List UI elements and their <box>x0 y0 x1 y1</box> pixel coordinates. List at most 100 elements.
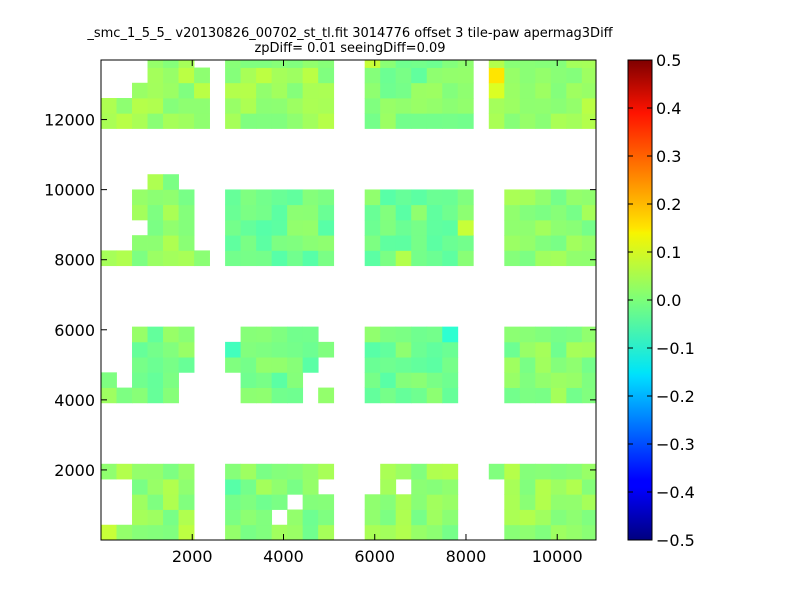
heatmap-cell <box>411 341 428 358</box>
heatmap-cell <box>132 494 148 510</box>
heatmap-cell <box>426 326 443 343</box>
heatmap-cell <box>411 98 428 114</box>
heatmap-cell <box>411 67 428 84</box>
heatmap-cell <box>535 98 552 114</box>
heatmap-cell <box>395 82 412 99</box>
heatmap-cell <box>504 326 521 343</box>
heatmap-cell <box>318 250 335 267</box>
heatmap-cell <box>550 463 567 480</box>
heatmap-cell <box>240 372 257 388</box>
heatmap-cell <box>256 250 273 267</box>
heatmap-cell <box>178 204 195 221</box>
heatmap-cell <box>240 113 257 129</box>
heatmap-cell <box>519 524 536 540</box>
heatmap-cell <box>566 189 583 206</box>
heatmap-cell <box>132 204 148 221</box>
heatmap-cell <box>519 219 536 236</box>
heatmap-cell <box>163 98 179 114</box>
heatmap-cell <box>147 250 164 267</box>
heatmap-cell <box>442 113 459 129</box>
heatmap-cell <box>442 326 459 343</box>
heatmap-cell <box>442 219 459 236</box>
heatmap-cell <box>178 326 195 343</box>
x-axis: 2000 4000 6000 8000 10000 <box>172 60 583 566</box>
heatmap-cell <box>163 357 179 373</box>
heatmap-cell <box>442 524 459 540</box>
y-tick-label: 12000 <box>44 111 95 130</box>
heatmap-cell <box>256 524 273 540</box>
heatmap-cell <box>504 387 521 404</box>
heatmap-cell <box>302 463 319 480</box>
heatmap-cell <box>101 98 117 114</box>
heatmap-cell <box>256 372 273 388</box>
heatmap-cell <box>426 250 443 267</box>
heatmap-cell <box>566 524 583 540</box>
heatmap-cell <box>271 494 288 510</box>
heatmap-cell <box>256 82 273 99</box>
plot-frame <box>100 59 597 541</box>
heatmap-cell <box>395 98 412 114</box>
heatmap-cell <box>287 219 304 236</box>
heatmap-cell <box>287 60 304 68</box>
heatmap-cell <box>256 357 273 373</box>
heatmap-cell <box>147 235 164 251</box>
heatmap-cell <box>364 113 381 129</box>
heatmap-cell <box>504 219 521 236</box>
heatmap-cell <box>163 387 179 404</box>
heatmap-cell <box>302 189 319 206</box>
heatmap-cell <box>535 204 552 221</box>
heatmap-cell <box>380 372 397 388</box>
heatmap-cell <box>116 463 133 480</box>
heatmap-cell <box>256 479 273 495</box>
heatmap-cell <box>147 82 164 99</box>
heatmap-cell <box>225 67 241 84</box>
heatmap-cell <box>411 326 428 343</box>
heatmap-cell <box>442 509 459 526</box>
heatmap-cell <box>395 494 412 510</box>
heatmap-cell <box>535 494 552 510</box>
heatmap-cell <box>566 219 583 236</box>
heatmap-cell <box>581 189 596 206</box>
heatmap-cell <box>364 60 381 68</box>
heatmap-cell <box>566 204 583 221</box>
heatmap-cell <box>147 60 164 68</box>
heatmap-cell <box>287 479 304 495</box>
heatmap-cell <box>132 479 148 495</box>
heatmap-cell <box>457 235 474 251</box>
heatmap-cells <box>101 60 596 540</box>
heatmap-cell <box>395 189 412 206</box>
y-tick-label: 10000 <box>44 181 95 200</box>
heatmap-cell <box>581 219 596 236</box>
heatmap-cell <box>364 82 381 99</box>
heatmap-cell <box>519 326 536 343</box>
heatmap-cell <box>240 60 257 68</box>
heatmap-cell <box>535 82 552 99</box>
heatmap-cell <box>566 387 583 404</box>
heatmap-cell <box>581 82 596 99</box>
heatmap-cell <box>318 67 335 84</box>
heatmap-cell <box>364 235 381 251</box>
heatmap-cell <box>194 67 210 84</box>
heatmap-cell <box>271 235 288 251</box>
heatmap-cell <box>225 219 241 236</box>
heatmap-cell <box>256 98 273 114</box>
heatmap-cell <box>256 67 273 84</box>
heatmap-cell <box>287 113 304 129</box>
heatmap-cell <box>116 387 133 404</box>
heatmap-cell <box>132 235 148 251</box>
heatmap-cell <box>256 113 273 129</box>
heatmap-cell <box>550 113 567 129</box>
heatmap-cell <box>225 113 241 129</box>
heatmap-cell <box>550 372 567 388</box>
heatmap-cell <box>535 479 552 495</box>
heatmap-cell <box>364 326 381 343</box>
heatmap-cell <box>550 189 567 206</box>
heatmap-cell <box>550 341 567 358</box>
heatmap-cell <box>147 357 164 373</box>
heatmap-cell <box>442 82 459 99</box>
heatmap-cell <box>535 357 552 373</box>
heatmap-cell <box>519 341 536 358</box>
heatmap-cell <box>178 463 195 480</box>
heatmap-cell <box>225 60 241 68</box>
heatmap-cell <box>271 219 288 236</box>
